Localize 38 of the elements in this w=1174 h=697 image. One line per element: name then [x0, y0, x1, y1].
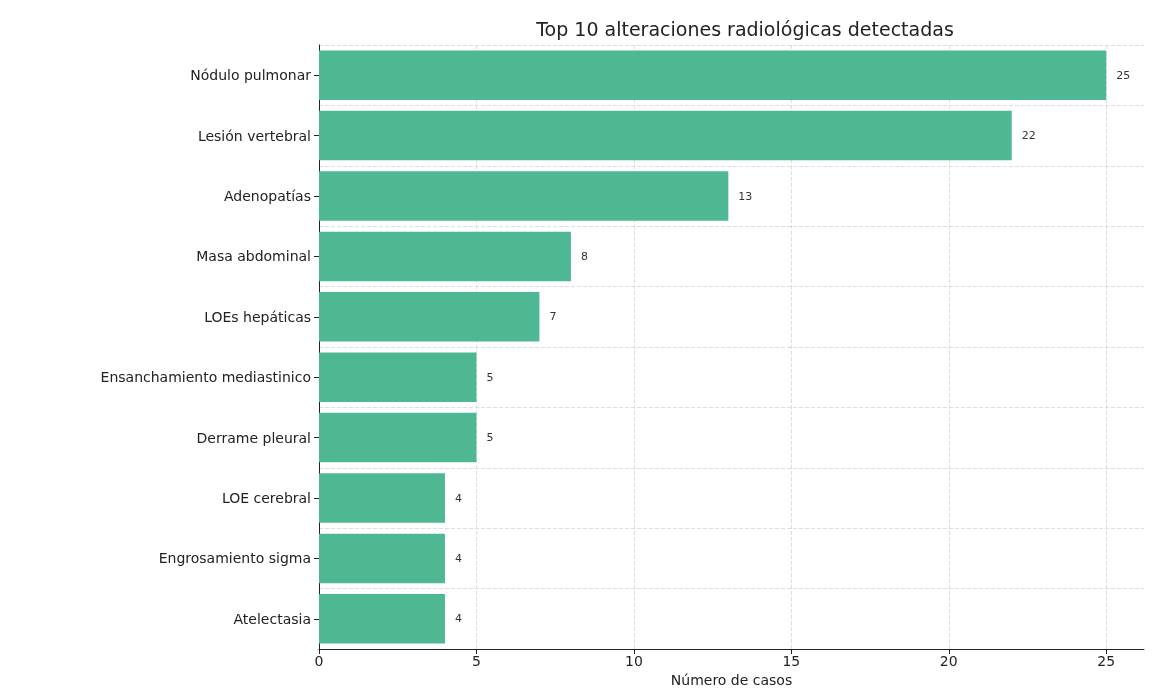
bar	[319, 473, 445, 523]
y-tick-label: Adenopatías	[224, 188, 311, 204]
bar	[319, 352, 477, 402]
y-tick-label: Masa abdominal	[196, 248, 311, 265]
data-label: 4	[454, 612, 462, 626]
data-label: 22	[1021, 129, 1036, 143]
data-label: 7	[549, 310, 557, 324]
data-label: 13	[738, 189, 753, 203]
x-axis-title: Número de casos	[670, 672, 793, 688]
data-label: 4	[454, 551, 462, 565]
bar	[319, 50, 1107, 100]
bar	[319, 412, 477, 463]
chart-title: Top 10 alteraciones radiológicas detectadas	[535, 17, 954, 40]
bar	[319, 594, 445, 644]
x-tick-label: 0	[314, 653, 324, 669]
y-tick-label: LOEs hepáticas	[204, 308, 311, 325]
bar	[319, 231, 571, 282]
data-label: 5	[486, 370, 494, 384]
bar	[319, 292, 540, 342]
x-tick-label: 5	[471, 653, 481, 669]
bar	[319, 110, 1012, 161]
data-label: 8	[580, 249, 588, 263]
y-tick-label: Ensanchamiento mediastinico	[100, 369, 311, 386]
x-tick-label: 20	[939, 653, 958, 669]
y-tick-label: Atelectasia	[233, 610, 311, 627]
y-tick-label: LOE cerebral	[221, 490, 311, 506]
bar	[319, 171, 729, 221]
y-tick-label: Lesión vertebral	[197, 127, 311, 144]
y-tick-label: Nódulo pulmonar	[190, 67, 312, 84]
x-tick-label: 25	[1097, 653, 1116, 669]
x-tick-label: 10	[624, 653, 643, 669]
x-tick-label: 15	[782, 653, 801, 669]
data-label: 25	[1116, 68, 1131, 82]
data-label: 4	[454, 491, 462, 505]
data-label: 5	[486, 431, 494, 445]
bar	[319, 533, 445, 584]
y-tick-label: Derrame pleural	[196, 429, 311, 446]
y-tick-label: Engrosamiento sigma	[158, 550, 311, 567]
